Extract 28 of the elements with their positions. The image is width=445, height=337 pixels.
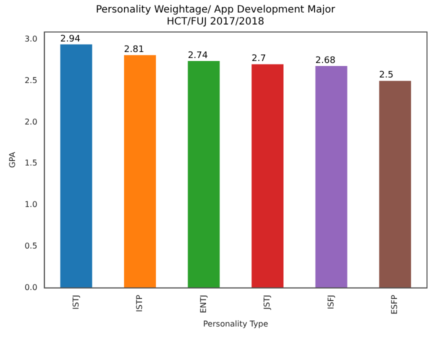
x-tick-label: ISTJ [71,294,80,310]
bar [379,80,412,288]
x-tick-label: ISTP [135,294,144,312]
x-tick-label: ISFJ [326,294,336,310]
data-label: 2.5 [379,70,394,81]
y-tick-label: 1.0 [24,200,38,210]
bar [60,44,92,288]
y-axis-title: GPA [8,151,17,168]
y-tick-label: 0.5 [24,242,38,251]
y-tick-label: 2.0 [24,117,38,126]
bar [188,60,220,288]
bar [252,64,284,288]
y-tick-label: 3.0 [24,34,38,44]
data-label: 2.7 [252,54,266,64]
y-tick-label: 2.5 [24,76,38,85]
bar [124,55,156,288]
data-label: 2.68 [315,56,336,66]
data-label: 2.81 [124,45,144,56]
x-tick-label: ESFP [390,294,400,314]
data-label: 2.94 [60,34,81,44]
x-tick-label: JSTJ [262,294,272,311]
data-label: 2.74 [188,50,208,61]
x-axis-title: Personality Type [203,319,268,328]
bar [315,66,348,288]
chart-title: Personality Weightage/ App Development Major HCT/FUJ 2017/2018 [96,4,336,28]
y-tick-label: 1.5 [24,158,38,168]
x-tick-label: ENTJ [198,294,208,314]
y-tick-label: 0.0 [24,282,38,292]
